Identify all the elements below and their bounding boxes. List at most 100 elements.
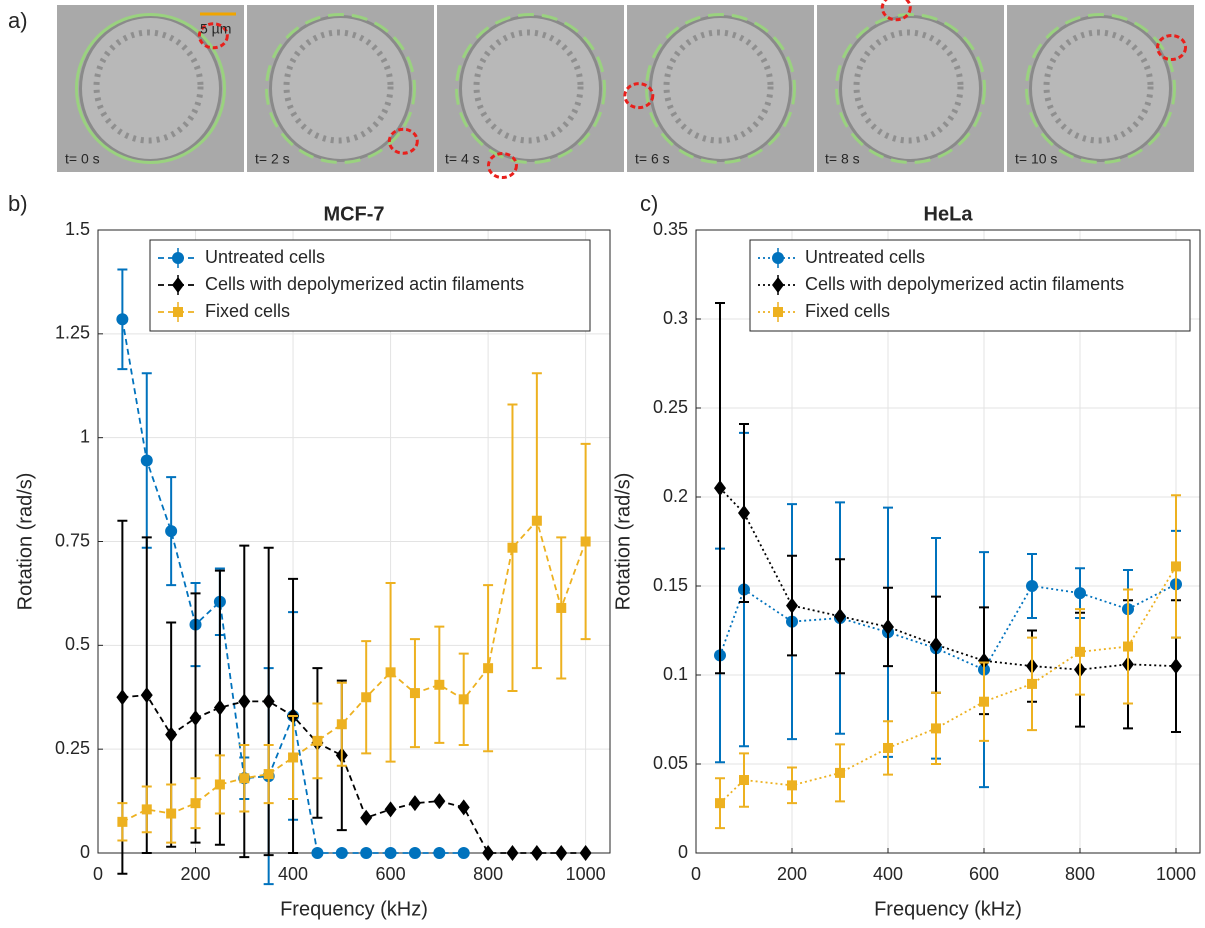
- series-line: [719, 565, 1177, 804]
- track: [835, 13, 986, 164]
- x-tick-label: 200: [181, 864, 211, 884]
- marker: [238, 693, 251, 710]
- legend-box: [749, 239, 1191, 332]
- marker: [483, 663, 494, 674]
- x-tick-label: 1000: [566, 864, 606, 884]
- marker: [1170, 658, 1182, 675]
- marker: [116, 689, 129, 706]
- marker: [834, 608, 846, 625]
- marker: [360, 809, 373, 826]
- legend-marker: [772, 277, 784, 293]
- marker: [556, 602, 567, 613]
- marker: [555, 845, 568, 861]
- marker: [1075, 646, 1085, 657]
- track: [645, 13, 796, 164]
- plot-area: [696, 230, 1200, 853]
- y-tick-label: 0.2: [663, 486, 688, 506]
- marker: [408, 795, 421, 812]
- x-tick-label: 600: [969, 864, 999, 884]
- legend-label: Fixed cells: [205, 301, 290, 321]
- legend-label: Untreated cells: [805, 247, 925, 267]
- track: [1025, 13, 1176, 164]
- marker: [165, 726, 178, 743]
- frame-time: t= 4 s: [445, 151, 480, 167]
- marker: [239, 773, 250, 784]
- legend-label: Fixed cells: [805, 301, 890, 321]
- marker: [457, 799, 470, 816]
- marker: [263, 769, 274, 780]
- y-tick-label: 0.75: [55, 530, 90, 550]
- marker: [141, 804, 152, 815]
- legend-label: Cells with depolymerized actin filaments: [805, 274, 1124, 294]
- marker: [1123, 641, 1133, 652]
- marker: [433, 793, 446, 810]
- marker: [715, 798, 725, 809]
- axes-box: [695, 229, 1201, 854]
- y-tick-label: 0: [678, 842, 688, 862]
- marker: [579, 845, 592, 861]
- marker: [1171, 561, 1181, 572]
- x-tick-label: 0: [691, 864, 701, 884]
- marker: [140, 454, 153, 467]
- marker: [433, 847, 446, 859]
- marker: [311, 847, 324, 859]
- legend-marker: [773, 307, 783, 317]
- marker: [360, 847, 373, 859]
- marker: [166, 808, 177, 819]
- x-axis-label: Frequency (kHz): [280, 898, 428, 920]
- track: [75, 13, 226, 164]
- marker: [409, 688, 420, 699]
- legend-marker: [172, 252, 184, 264]
- marker: [531, 515, 542, 526]
- y-tick-label: 0.25: [653, 397, 688, 417]
- marker: [787, 780, 797, 791]
- legend-label: Cells with depolymerized actin filaments: [205, 274, 524, 294]
- y-tick-label: 0: [80, 842, 90, 862]
- marker: [214, 779, 225, 790]
- y-tick-label: 0.3: [663, 308, 688, 328]
- marker: [714, 480, 726, 497]
- marker: [482, 845, 495, 861]
- marker-circle: [387, 127, 419, 155]
- track: [455, 13, 606, 164]
- marker: [739, 775, 749, 786]
- marker: [361, 692, 372, 703]
- panel-label: c): [640, 191, 658, 216]
- series-line: [719, 487, 1177, 671]
- marker: [384, 847, 397, 859]
- marker: [189, 710, 202, 727]
- marker: [384, 801, 397, 818]
- y-tick-label: 1.25: [55, 323, 90, 343]
- marker: [140, 687, 153, 704]
- chart: c) HeLa Frequency (kHz) Rotation (rad/s) 0 0.…: [612, 191, 1201, 920]
- marker: [117, 816, 128, 827]
- marker: [408, 847, 421, 859]
- marker: [580, 536, 591, 547]
- x-tick-label: 400: [278, 864, 308, 884]
- frame-time: t= 8 s: [825, 151, 860, 167]
- cell-inner: [283, 29, 394, 144]
- marker: [312, 735, 323, 746]
- x-tick-label: 800: [1065, 864, 1095, 884]
- marker: [116, 313, 129, 326]
- frame-time: t= 2 s: [255, 151, 290, 167]
- frame-time: t= 10 s: [1015, 151, 1057, 167]
- marker: [458, 694, 469, 705]
- y-tick-label: 1: [80, 426, 90, 446]
- marker: [931, 723, 941, 734]
- marker: [1027, 678, 1037, 689]
- cell-inner: [93, 29, 204, 144]
- marker: [190, 798, 201, 809]
- x-tick-label: 1000: [1156, 864, 1196, 884]
- legend-marker: [772, 252, 784, 264]
- y-tick-label: 0.35: [653, 219, 688, 239]
- marker: [835, 767, 845, 778]
- marker-circle: [880, 0, 912, 22]
- cell-inner: [663, 29, 774, 144]
- legend-marker: [172, 277, 184, 293]
- panel-label: b): [8, 191, 28, 216]
- marker: [262, 693, 275, 710]
- marker: [165, 525, 178, 538]
- x-tick-label: 200: [777, 864, 807, 884]
